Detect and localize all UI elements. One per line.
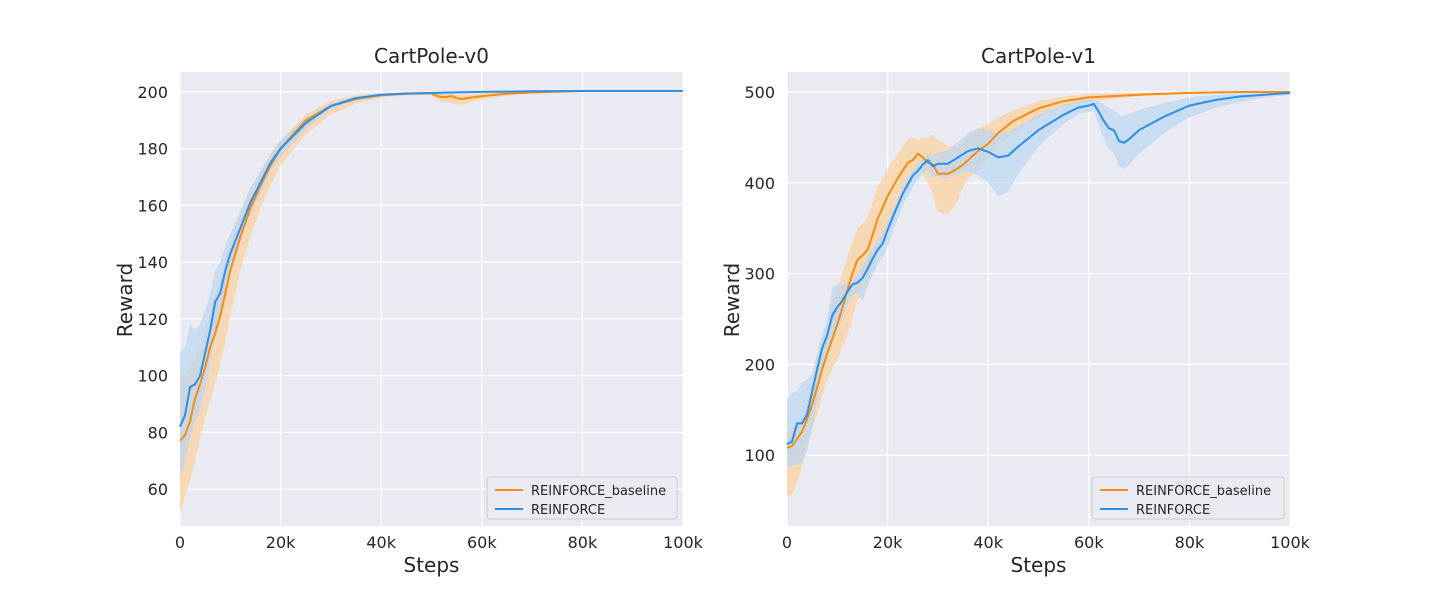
plot-area <box>180 72 683 526</box>
y-tick-label: 400 <box>744 174 775 193</box>
legend-label-baseline: REINFORCE_baseline <box>1136 484 1271 499</box>
series-lines <box>179 90 683 442</box>
x-tick-label: 0 <box>782 533 792 552</box>
confidence-bands <box>787 92 1290 496</box>
x-tick-label: 0 <box>175 533 185 552</box>
legend-frame <box>1091 476 1285 520</box>
y-tick-label: 200 <box>744 355 775 374</box>
x-tick-label: 100k <box>663 533 704 552</box>
y-tick-label: 60 <box>148 480 168 499</box>
x-tick-label: 100k <box>1270 533 1311 552</box>
y-tick-label: 80 <box>148 423 168 442</box>
legend: REINFORCE_baseline REINFORCE <box>1091 476 1285 520</box>
chart-title: CartPole-v1 <box>981 44 1096 68</box>
line-reinforce <box>786 91 1291 446</box>
x-tick-label: 40k <box>366 533 396 552</box>
y-axis-label: Reward <box>720 263 744 337</box>
x-tick-label: 40k <box>973 533 1003 552</box>
chart-right: 0 20k 40k 60k 80k 100k 100 200 300 400 500 CartPo… <box>720 44 1311 577</box>
line-baseline <box>786 91 1290 449</box>
y-tick-label: 160 <box>137 196 168 215</box>
x-tick-label: 20k <box>873 533 903 552</box>
legend-label-reinforce: REINFORCE <box>1136 503 1210 518</box>
x-axis-label: Steps <box>404 553 460 577</box>
legend-frame <box>486 476 678 520</box>
chart-title: CartPole-v0 <box>374 44 489 68</box>
x-tick-label: 80k <box>1175 533 1205 552</box>
y-tick-label: 100 <box>137 367 168 386</box>
y-tick-labels: 100 200 300 400 500 <box>744 83 775 465</box>
x-tick-label: 20k <box>266 533 296 552</box>
plot-area <box>787 72 1290 526</box>
x-tick-label: 60k <box>467 533 497 552</box>
y-tick-label: 180 <box>137 140 168 159</box>
y-tick-label: 100 <box>744 446 775 465</box>
y-tick-label: 140 <box>137 253 168 272</box>
line-reinforce <box>179 90 683 428</box>
y-tick-labels: 60 80 100 120 140 160 180 200 <box>137 83 168 499</box>
chart-left: 0 20k 40k 60k 80k 100k 60 80 100 120 140 160 180 200… <box>113 44 704 577</box>
y-tick-label: 200 <box>137 83 168 102</box>
band-reinforce <box>787 92 1290 467</box>
x-axis-label: Steps <box>1011 553 1067 577</box>
y-tick-label: 500 <box>744 83 775 102</box>
legend-label-reinforce: REINFORCE <box>531 503 605 518</box>
series-lines <box>786 91 1291 449</box>
legend-label-baseline: REINFORCE_baseline <box>531 484 666 499</box>
y-tick-label: 300 <box>744 265 775 284</box>
x-tick-labels: 0 20k 40k 60k 80k 100k <box>782 533 1311 552</box>
x-tick-label: 80k <box>568 533 598 552</box>
legend: REINFORCE_baseline REINFORCE <box>486 476 678 520</box>
y-axis-label: Reward <box>113 263 137 337</box>
y-tick-label: 120 <box>137 310 168 329</box>
x-tick-labels: 0 20k 40k 60k 80k 100k <box>175 533 704 552</box>
x-tick-label: 60k <box>1074 533 1104 552</box>
